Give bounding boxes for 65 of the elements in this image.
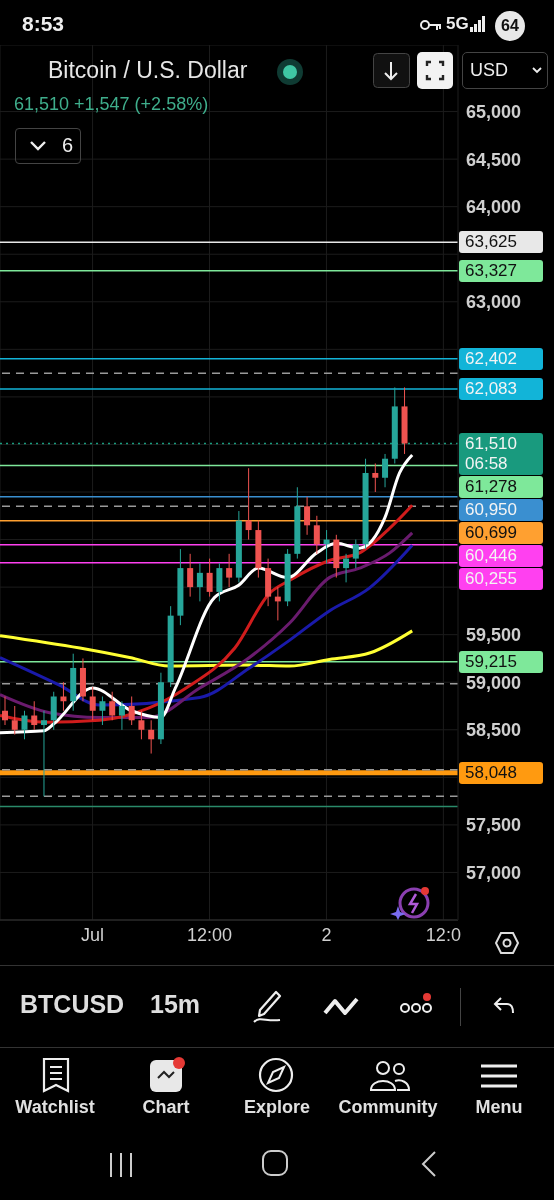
ref-line-label: 63,625 [465,232,518,253]
y-tick-label: 58,500 [466,720,522,741]
candlestick [21,710,28,740]
candlestick [31,700,38,731]
x-tick-label: 2 [321,924,332,945]
text: BTCUSD [20,990,125,1019]
candlestick [216,562,223,602]
candlestick [50,691,57,731]
text: Chart [141,1097,191,1118]
candlestick [206,558,213,598]
y-tick-label: 59,000 [466,672,522,693]
text: 61,510 +1,547 (+2.58%) [14,94,209,115]
candlestick [245,467,252,541]
ref-line-label: 58,048 [465,762,518,783]
text: Explore [243,1097,311,1118]
text: Community [337,1097,439,1118]
candlestick [187,553,194,598]
x-tick-label: Jul [81,924,105,945]
annotation: 6 [62,134,74,157]
candlestick [89,686,96,721]
x-tick-label: 12:0 [425,924,461,945]
candlestick [99,695,106,726]
candlestick [226,553,233,588]
ref-line-label: 63,327 [465,260,518,281]
ref-line-label: 62,402 [465,348,518,369]
candlestick [128,695,135,726]
text: 5G [446,14,469,34]
ref-line-label: 61,278 [465,476,518,497]
text: Menu [474,1097,524,1118]
y-tick-label: 65,000 [466,101,522,122]
candlestick [60,681,67,712]
text: 64 [500,17,520,35]
candlestick [118,700,125,731]
ref-line-label: 62,083 [465,379,518,399]
ref-line-label: 60,699 [465,522,518,543]
candlestick [40,710,47,797]
text: Watchlist [14,1097,96,1118]
text: Bitcoin / U.S. Dollar [48,57,248,84]
legend-label: 60,255 [465,568,518,589]
ref-line-label: 60,950 [465,499,518,520]
ref-line-label: 59,215 [465,651,518,672]
candlestick [372,462,379,493]
text: USD [470,60,509,81]
candlestick [11,705,18,736]
text: 8:53 [22,12,65,36]
candlestick [138,710,145,740]
text: 15m [150,990,201,1019]
ref-line-label: 61,510 06:58 [465,433,518,474]
candlestick [2,695,8,726]
candlestick [352,539,359,569]
candlestick [304,496,311,536]
y-tick-label: 57,500 [466,815,522,836]
y-tick-label: 64,500 [466,149,522,170]
y-tick-label: 57,000 [466,862,522,883]
y-tick-label: 64,000 [466,197,522,218]
candlestick [148,719,155,755]
candlestick [382,453,389,488]
candlestick [313,515,320,555]
candlestick [196,562,203,602]
ref-line-label: 60,446 [465,545,518,566]
candlestick [343,553,350,583]
candlestick [109,691,116,721]
x-tick-label: 12:00 [186,924,233,945]
y-tick-label: 63,000 [466,292,522,313]
y-tick-label: 59,500 [466,625,522,646]
